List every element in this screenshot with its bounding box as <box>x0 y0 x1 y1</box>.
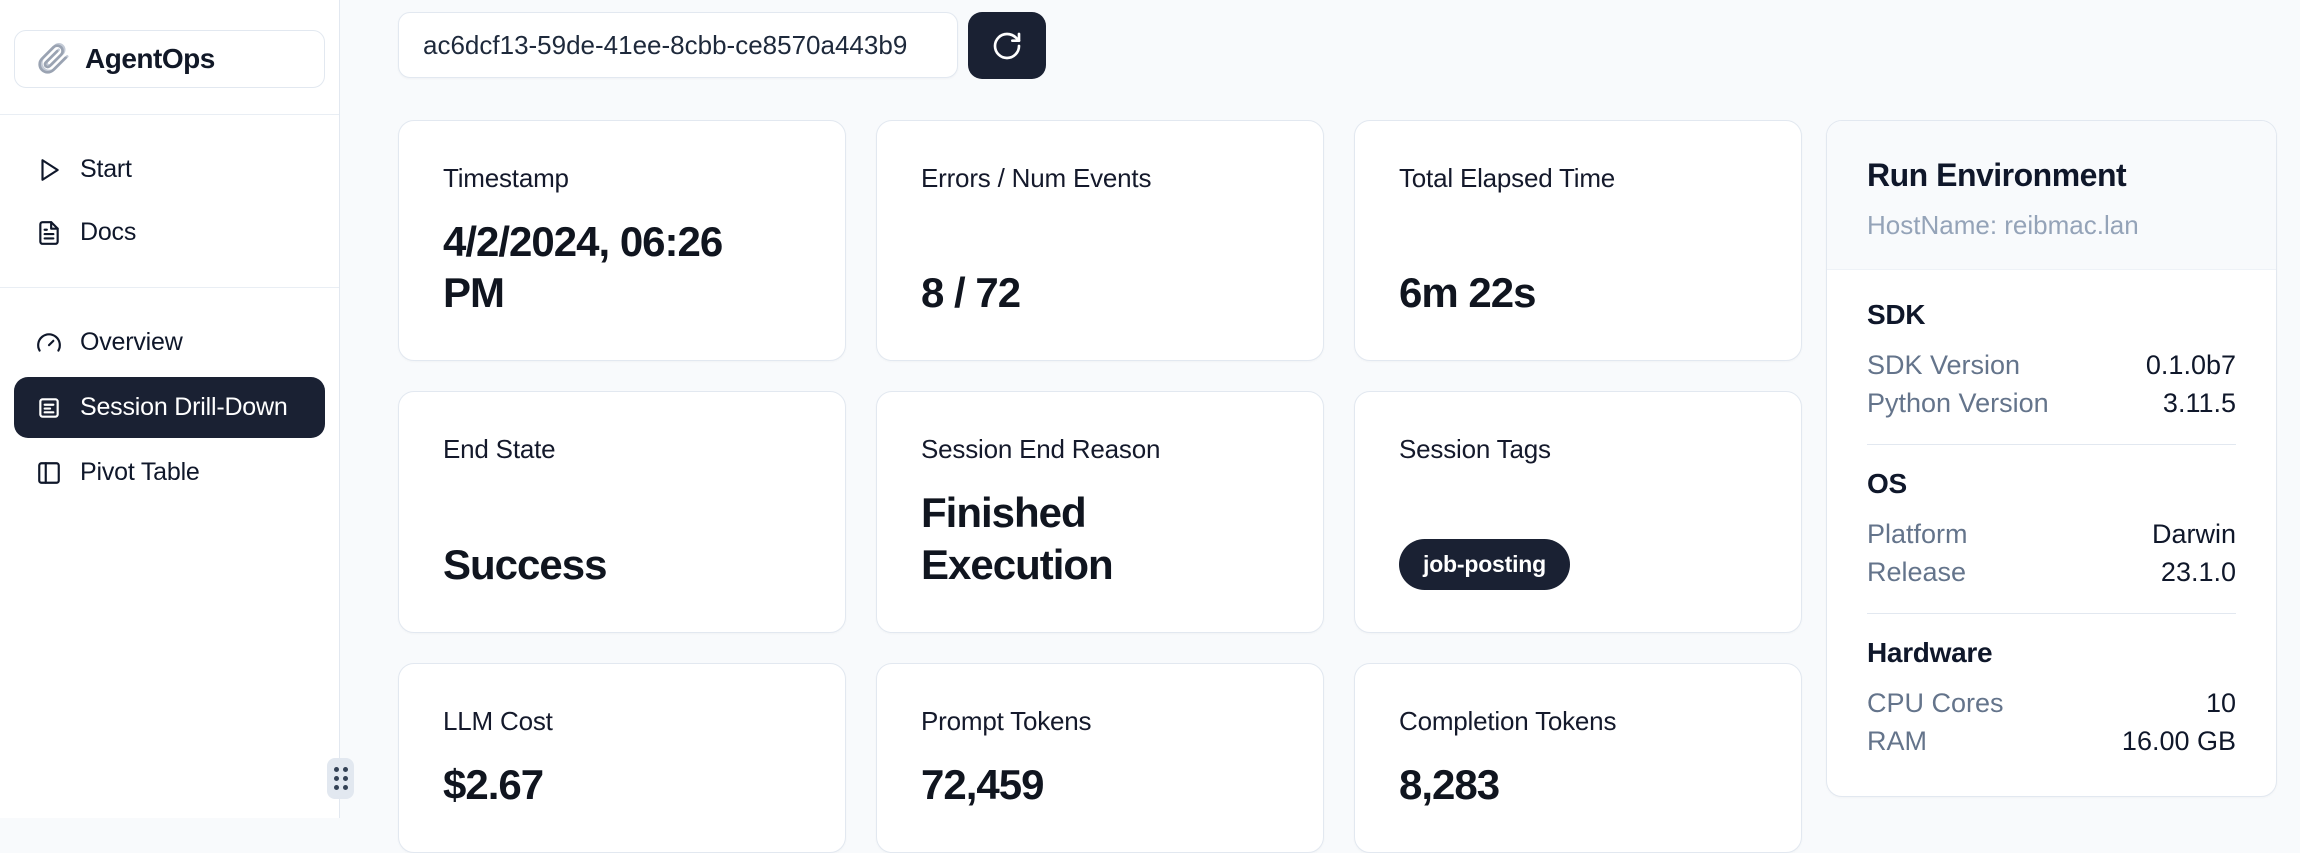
card-value: 4/2/2024, 06:26 PM <box>443 218 723 317</box>
env-row-label: SDK Version <box>1867 350 2021 380</box>
env-row-label: Python Version <box>1867 388 2049 418</box>
card-errors-num-events: Errors / Num Events 8 / 72 <box>876 120 1324 362</box>
card-value: 6m 22s <box>1399 269 1536 317</box>
docs-icon <box>39 220 59 245</box>
sidebar-item-label: Overview <box>80 328 183 356</box>
topbar <box>398 12 2280 79</box>
env-row-label: Platform <box>1867 519 1968 549</box>
card-session-tags: Session Tags job-posting <box>1354 391 1802 633</box>
brand-name: AgentOps <box>85 43 215 74</box>
card-label: Session End Reason <box>921 434 1161 465</box>
paperclip-logo-icon <box>38 43 69 74</box>
env-row: RAM 16.00 GB <box>1867 722 2236 760</box>
card-timestamp: Timestamp 4/2/2024, 06:26 PM <box>398 120 846 362</box>
card-value: 8 / 72 <box>921 269 1021 317</box>
card-value: $2.67 <box>443 760 544 808</box>
card-prompt-tokens: Prompt Tokens 72,459 <box>876 662 1324 853</box>
sidebar-item-docs[interactable]: Docs <box>14 204 325 261</box>
sidebar-item-label: Docs <box>80 218 137 246</box>
gauge-icon <box>37 332 61 352</box>
env-row-value: 16.00 GB <box>2121 726 2236 756</box>
card-total-elapsed-time: Total Elapsed Time 6m 22s <box>1354 120 1802 362</box>
logo[interactable]: AgentOps <box>14 30 325 88</box>
card-session-end-reason: Session End Reason Finished Execution <box>876 391 1324 633</box>
env-row: Release 23.1.0 <box>1867 553 2236 591</box>
env-row-value: 0.1.0b7 <box>2145 350 2236 380</box>
env-row-label: Release <box>1867 557 1967 587</box>
sidebar-item-session-drill-down[interactable]: Session Drill-Down <box>14 377 325 438</box>
card-label: Timestamp <box>443 163 569 193</box>
session-id-input[interactable] <box>398 12 958 78</box>
env-section-hardware: Hardware CPU Cores 10 RAM 16.00 GB <box>1867 636 2236 760</box>
sidebar-item-label: Session Drill-Down <box>80 393 288 421</box>
sidebar-divider <box>0 114 339 115</box>
env-divider <box>1867 613 2236 614</box>
env-row: SDK Version 0.1.0b7 <box>1867 346 2236 384</box>
sidebar-nav-top: Start Docs <box>14 141 325 261</box>
env-row-label: RAM <box>1867 726 1927 756</box>
refresh-icon <box>993 32 1021 59</box>
run-environment-title: Run Environment <box>1867 157 2127 193</box>
sidebar-item-pivot-table[interactable]: Pivot Table <box>14 444 325 501</box>
env-section-sdk: SDK SDK Version 0.1.0b7 Python Version 3… <box>1867 298 2236 422</box>
card-label: Session Tags <box>1399 434 1551 465</box>
card-label: Completion Tokens <box>1399 705 1617 736</box>
env-section-heading: Hardware <box>1867 637 1993 668</box>
env-row-label: CPU Cores <box>1867 688 2004 718</box>
card-llm-cost: LLM Cost $2.67 <box>398 662 846 853</box>
hostname-text: HostName: reibmac.lan <box>1867 210 2139 240</box>
stat-cards-grid: Timestamp 4/2/2024, 06:26 PM Errors / Nu… <box>398 120 1802 853</box>
card-label: Errors / Num Events <box>921 163 1152 193</box>
card-label: LLM Cost <box>443 705 553 736</box>
card-value: Finished Execution <box>921 489 1114 588</box>
sidebar-item-overview[interactable]: Overview <box>14 314 325 371</box>
session-tag-badge: job-posting <box>1399 538 1570 590</box>
sidebar-item-label: Pivot Table <box>80 458 200 486</box>
run-environment-header: Run Environment HostName: reibmac.lan <box>1827 121 2276 270</box>
session-notes-icon <box>39 397 59 418</box>
env-row: Platform Darwin <box>1867 515 2236 553</box>
card-end-state: End State Success <box>398 391 846 633</box>
sidebar-resize-handle[interactable] <box>327 758 354 799</box>
play-icon <box>41 158 59 181</box>
env-row-value: Darwin <box>2151 519 2236 549</box>
main-content: Timestamp 4/2/2024, 06:26 PM Errors / Nu… <box>340 0 2300 853</box>
card-value: 8,283 <box>1399 760 1500 808</box>
refresh-button[interactable] <box>968 12 1046 79</box>
env-row: CPU Cores 10 <box>1867 684 2236 722</box>
env-row: Python Version 3.11.5 <box>1867 384 2236 422</box>
sidebar-item-start[interactable]: Start <box>14 141 325 198</box>
dashboard-content: Timestamp 4/2/2024, 06:26 PM Errors / Nu… <box>398 120 2280 853</box>
card-completion-tokens: Completion Tokens 8,283 <box>1354 662 1802 853</box>
card-label: End State <box>443 434 556 465</box>
env-section-os: OS Platform Darwin Release 23.1.0 <box>1867 467 2236 591</box>
card-value: Success <box>443 540 607 588</box>
panel-left-icon <box>38 461 60 484</box>
sidebar-nav-main: Overview Session Drill-Down Pivot Table <box>14 314 325 501</box>
env-row-value: 10 <box>2205 688 2236 718</box>
sidebar-item-label: Start <box>80 155 132 183</box>
env-divider <box>1867 444 2236 445</box>
env-section-heading: SDK <box>1867 299 1926 330</box>
card-value: 72,459 <box>921 760 1044 808</box>
card-label: Total Elapsed Time <box>1399 163 1616 193</box>
run-environment-panel: Run Environment HostName: reibmac.lan SD… <box>1826 120 2277 797</box>
env-row-value: 23.1.0 <box>2160 557 2236 587</box>
run-environment-body: SDK SDK Version 0.1.0b7 Python Version 3… <box>1827 270 2276 796</box>
env-section-heading: OS <box>1867 468 1907 499</box>
env-row-value: 3.11.5 <box>2162 388 2236 418</box>
card-label: Prompt Tokens <box>921 705 1092 736</box>
sidebar: AgentOps Start Docs <box>0 0 340 818</box>
sidebar-divider <box>0 287 339 288</box>
